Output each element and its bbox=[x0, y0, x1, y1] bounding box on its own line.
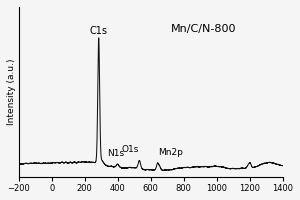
Text: C1s: C1s bbox=[90, 26, 108, 36]
Text: N1s: N1s bbox=[107, 149, 124, 158]
Y-axis label: Intensity (a.u.): Intensity (a.u.) bbox=[7, 59, 16, 125]
Text: Mn/C/N-800: Mn/C/N-800 bbox=[171, 24, 236, 34]
Text: O1s: O1s bbox=[121, 145, 139, 154]
Text: Mn2p: Mn2p bbox=[159, 148, 183, 157]
